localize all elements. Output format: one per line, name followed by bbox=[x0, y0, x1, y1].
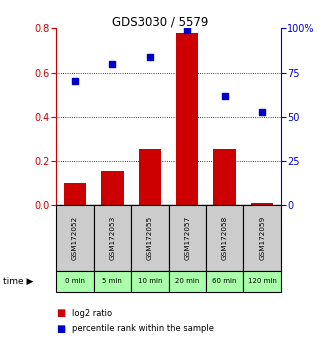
Text: time ▶: time ▶ bbox=[3, 277, 34, 286]
Text: 5 min: 5 min bbox=[102, 279, 122, 284]
Text: 120 min: 120 min bbox=[248, 279, 277, 284]
Text: 60 min: 60 min bbox=[213, 279, 237, 284]
Point bbox=[147, 54, 152, 59]
Text: log2 ratio: log2 ratio bbox=[72, 309, 112, 318]
Text: 20 min: 20 min bbox=[175, 279, 199, 284]
Bar bbox=[131, 205, 169, 271]
Text: GSM172052: GSM172052 bbox=[72, 216, 78, 260]
Bar bbox=[94, 205, 131, 271]
Bar bbox=[206, 205, 243, 271]
Bar bbox=[176, 33, 198, 205]
Bar bbox=[94, 271, 131, 292]
Text: GSM172055: GSM172055 bbox=[147, 216, 153, 260]
Bar bbox=[243, 205, 281, 271]
Text: GSM172053: GSM172053 bbox=[109, 216, 115, 260]
Bar bbox=[243, 271, 281, 292]
Bar bbox=[169, 205, 206, 271]
Point bbox=[222, 93, 227, 98]
Text: GSM172057: GSM172057 bbox=[184, 216, 190, 260]
Bar bbox=[56, 271, 94, 292]
Bar bbox=[213, 149, 236, 205]
Point bbox=[185, 27, 190, 33]
Bar bbox=[131, 271, 169, 292]
Text: GSM172058: GSM172058 bbox=[222, 216, 228, 260]
Text: ■: ■ bbox=[56, 308, 65, 318]
Text: percentile rank within the sample: percentile rank within the sample bbox=[72, 324, 213, 333]
Bar bbox=[206, 271, 243, 292]
Bar bbox=[64, 183, 86, 205]
Point bbox=[110, 61, 115, 67]
Bar bbox=[56, 205, 94, 271]
Bar bbox=[169, 271, 206, 292]
Text: ■: ■ bbox=[56, 324, 65, 333]
Text: GSM172059: GSM172059 bbox=[259, 216, 265, 260]
Text: 10 min: 10 min bbox=[138, 279, 162, 284]
Text: GDS3030 / 5579: GDS3030 / 5579 bbox=[112, 16, 209, 29]
Text: 0 min: 0 min bbox=[65, 279, 85, 284]
Bar bbox=[251, 202, 273, 205]
Bar bbox=[139, 149, 161, 205]
Point bbox=[260, 109, 265, 114]
Bar bbox=[101, 171, 124, 205]
Point bbox=[72, 79, 77, 84]
